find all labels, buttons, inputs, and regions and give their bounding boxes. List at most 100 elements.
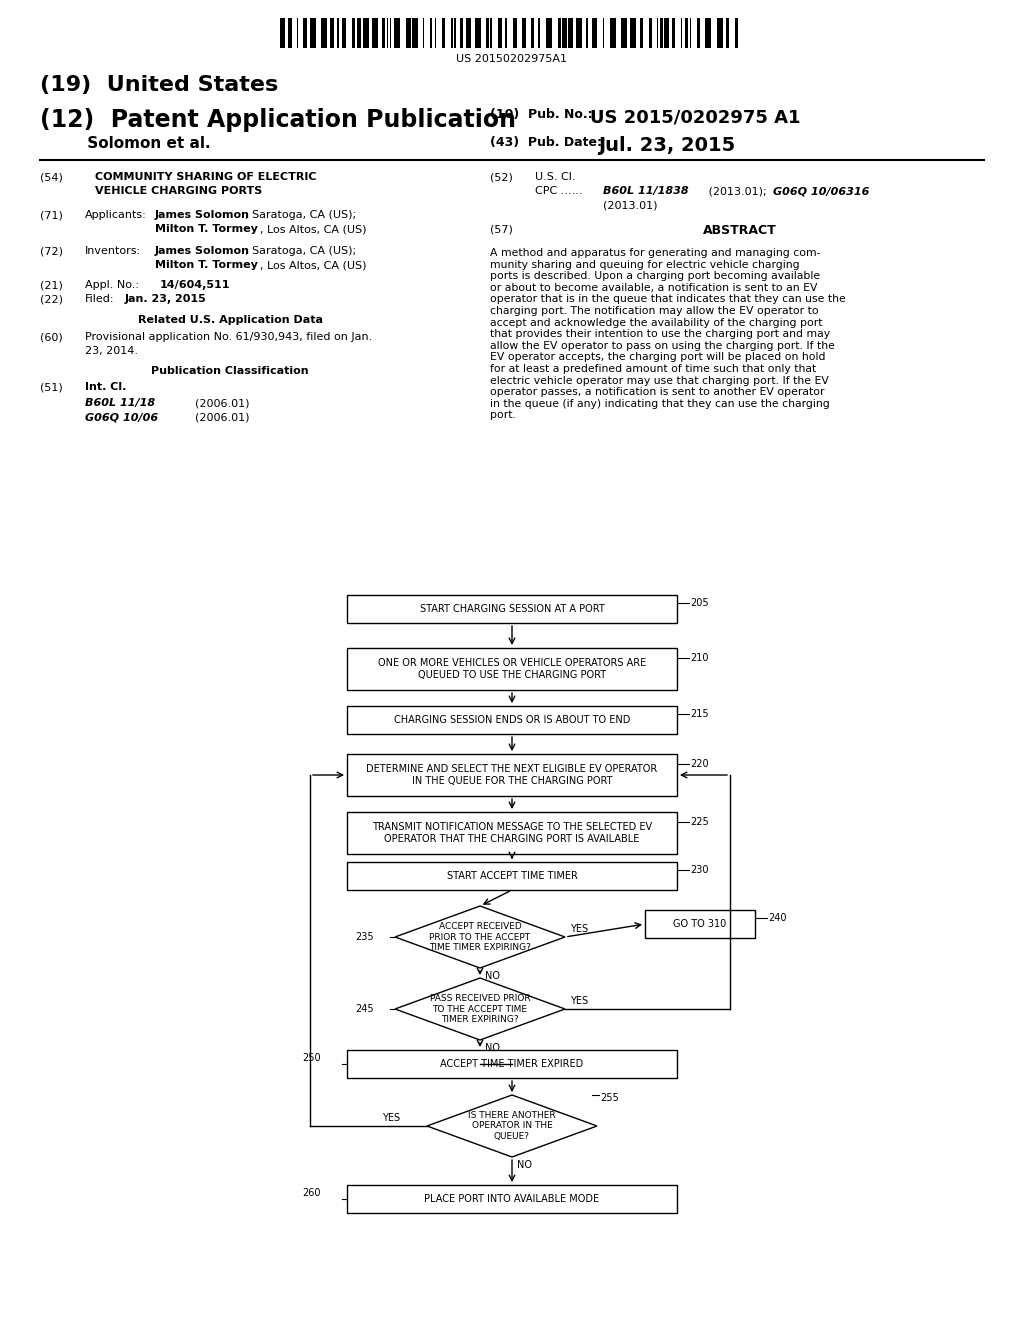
- FancyBboxPatch shape: [592, 18, 597, 48]
- Text: James Solomon: James Solomon: [155, 210, 250, 220]
- Text: 14/604,511: 14/604,511: [160, 280, 230, 290]
- Text: PLACE PORT INTO AVAILABLE MODE: PLACE PORT INTO AVAILABLE MODE: [424, 1195, 600, 1204]
- Text: (19)  United States: (19) United States: [40, 75, 279, 95]
- Text: CHARGING SESSION ENDS OR IS ABOUT TO END: CHARGING SESSION ENDS OR IS ABOUT TO END: [394, 715, 630, 725]
- Text: Int. Cl.: Int. Cl.: [85, 381, 126, 392]
- Text: COMMUNITY SHARING OF ELECTRIC: COMMUNITY SHARING OF ELECTRIC: [95, 172, 316, 182]
- Text: 215: 215: [690, 709, 709, 719]
- FancyBboxPatch shape: [656, 18, 658, 48]
- FancyBboxPatch shape: [406, 18, 411, 48]
- FancyBboxPatch shape: [602, 18, 604, 48]
- Text: (72): (72): [40, 246, 63, 256]
- FancyBboxPatch shape: [557, 18, 560, 48]
- Text: (2013.01): (2013.01): [603, 201, 657, 210]
- Text: US 2015/0202975 A1: US 2015/0202975 A1: [590, 108, 801, 125]
- FancyBboxPatch shape: [621, 18, 627, 48]
- Text: Appl. No.:: Appl. No.:: [85, 280, 139, 290]
- FancyBboxPatch shape: [389, 18, 391, 48]
- FancyBboxPatch shape: [347, 648, 677, 690]
- FancyBboxPatch shape: [372, 18, 378, 48]
- Text: 230: 230: [690, 865, 709, 875]
- Text: (2013.01);: (2013.01);: [705, 186, 770, 195]
- FancyBboxPatch shape: [734, 18, 737, 48]
- Text: Provisional application No. 61/930,943, filed on Jan.: Provisional application No. 61/930,943, …: [85, 333, 373, 342]
- Text: (54): (54): [40, 172, 62, 182]
- FancyBboxPatch shape: [697, 18, 700, 48]
- FancyBboxPatch shape: [490, 18, 492, 48]
- Text: START CHARGING SESSION AT A PORT: START CHARGING SESSION AT A PORT: [420, 605, 604, 614]
- FancyBboxPatch shape: [505, 18, 507, 48]
- FancyBboxPatch shape: [725, 18, 728, 48]
- FancyBboxPatch shape: [288, 18, 292, 48]
- Text: ACCEPT TIME TIMER EXPIRED: ACCEPT TIME TIMER EXPIRED: [440, 1059, 584, 1069]
- FancyBboxPatch shape: [649, 18, 652, 48]
- FancyBboxPatch shape: [460, 18, 463, 48]
- Text: YES: YES: [382, 1113, 400, 1123]
- FancyBboxPatch shape: [310, 18, 316, 48]
- Text: ONE OR MORE VEHICLES OR VEHICLE OPERATORS ARE
QUEUED TO USE THE CHARGING PORT: ONE OR MORE VEHICLES OR VEHICLE OPERATOR…: [378, 659, 646, 680]
- Text: VEHICLE CHARGING PORTS: VEHICLE CHARGING PORTS: [95, 186, 262, 195]
- FancyBboxPatch shape: [297, 18, 298, 48]
- FancyBboxPatch shape: [475, 18, 481, 48]
- FancyBboxPatch shape: [412, 18, 418, 48]
- Text: (22): (22): [40, 294, 63, 304]
- Text: G06Q 10/06: G06Q 10/06: [85, 412, 158, 422]
- FancyBboxPatch shape: [705, 18, 711, 48]
- FancyBboxPatch shape: [664, 18, 669, 48]
- FancyBboxPatch shape: [347, 1185, 677, 1213]
- Text: Publication Classification: Publication Classification: [152, 366, 309, 376]
- Text: GO TO 310: GO TO 310: [674, 919, 727, 929]
- Text: 205: 205: [690, 598, 709, 609]
- FancyBboxPatch shape: [386, 18, 388, 48]
- FancyBboxPatch shape: [434, 18, 436, 48]
- FancyBboxPatch shape: [330, 18, 334, 48]
- FancyBboxPatch shape: [356, 18, 361, 48]
- FancyBboxPatch shape: [430, 18, 431, 48]
- Text: B60L 11/18: B60L 11/18: [85, 399, 155, 408]
- Polygon shape: [395, 978, 565, 1040]
- FancyBboxPatch shape: [280, 18, 285, 48]
- Text: 23, 2014.: 23, 2014.: [85, 346, 138, 356]
- FancyBboxPatch shape: [347, 754, 677, 796]
- Text: 220: 220: [690, 759, 709, 770]
- FancyBboxPatch shape: [485, 18, 488, 48]
- FancyBboxPatch shape: [575, 18, 582, 48]
- FancyBboxPatch shape: [538, 18, 540, 48]
- Text: CPC ......: CPC ......: [535, 186, 590, 195]
- Polygon shape: [395, 906, 565, 968]
- FancyBboxPatch shape: [423, 18, 424, 48]
- FancyBboxPatch shape: [337, 18, 339, 48]
- FancyBboxPatch shape: [645, 909, 755, 939]
- Text: Milton T. Tormey: Milton T. Tormey: [155, 224, 258, 234]
- Text: Solomon et al.: Solomon et al.: [40, 136, 211, 150]
- Text: NO: NO: [485, 1043, 500, 1053]
- Text: Inventors:: Inventors:: [85, 246, 141, 256]
- FancyBboxPatch shape: [586, 18, 588, 48]
- Text: YES: YES: [570, 997, 588, 1006]
- FancyBboxPatch shape: [521, 18, 526, 48]
- Text: Applicants:: Applicants:: [85, 210, 146, 220]
- Text: James Solomon: James Solomon: [155, 246, 250, 256]
- FancyBboxPatch shape: [546, 18, 552, 48]
- Text: ABSTRACT: ABSTRACT: [703, 224, 777, 238]
- FancyBboxPatch shape: [685, 18, 688, 48]
- Text: (57): (57): [490, 224, 513, 234]
- FancyBboxPatch shape: [347, 862, 677, 890]
- Text: (60): (60): [40, 333, 62, 342]
- FancyBboxPatch shape: [610, 18, 616, 48]
- Text: , Los Altos, CA (US): , Los Altos, CA (US): [260, 260, 367, 271]
- Text: (43)  Pub. Date:: (43) Pub. Date:: [490, 136, 602, 149]
- Text: ACCEPT RECEIVED
PRIOR TO THE ACCEPT
TIME TIMER EXPIRING?: ACCEPT RECEIVED PRIOR TO THE ACCEPT TIME…: [429, 923, 530, 952]
- Text: (2006.01): (2006.01): [195, 412, 250, 422]
- Text: 210: 210: [690, 653, 709, 663]
- Text: NO: NO: [485, 972, 500, 981]
- FancyBboxPatch shape: [562, 18, 566, 48]
- FancyBboxPatch shape: [352, 18, 355, 48]
- FancyBboxPatch shape: [394, 18, 400, 48]
- Text: NO: NO: [517, 1160, 532, 1170]
- Text: 225: 225: [690, 817, 709, 828]
- Text: (21): (21): [40, 280, 62, 290]
- Text: (10)  Pub. No.:: (10) Pub. No.:: [490, 108, 593, 121]
- Text: (52): (52): [490, 172, 513, 182]
- Text: Filed:: Filed:: [85, 294, 115, 304]
